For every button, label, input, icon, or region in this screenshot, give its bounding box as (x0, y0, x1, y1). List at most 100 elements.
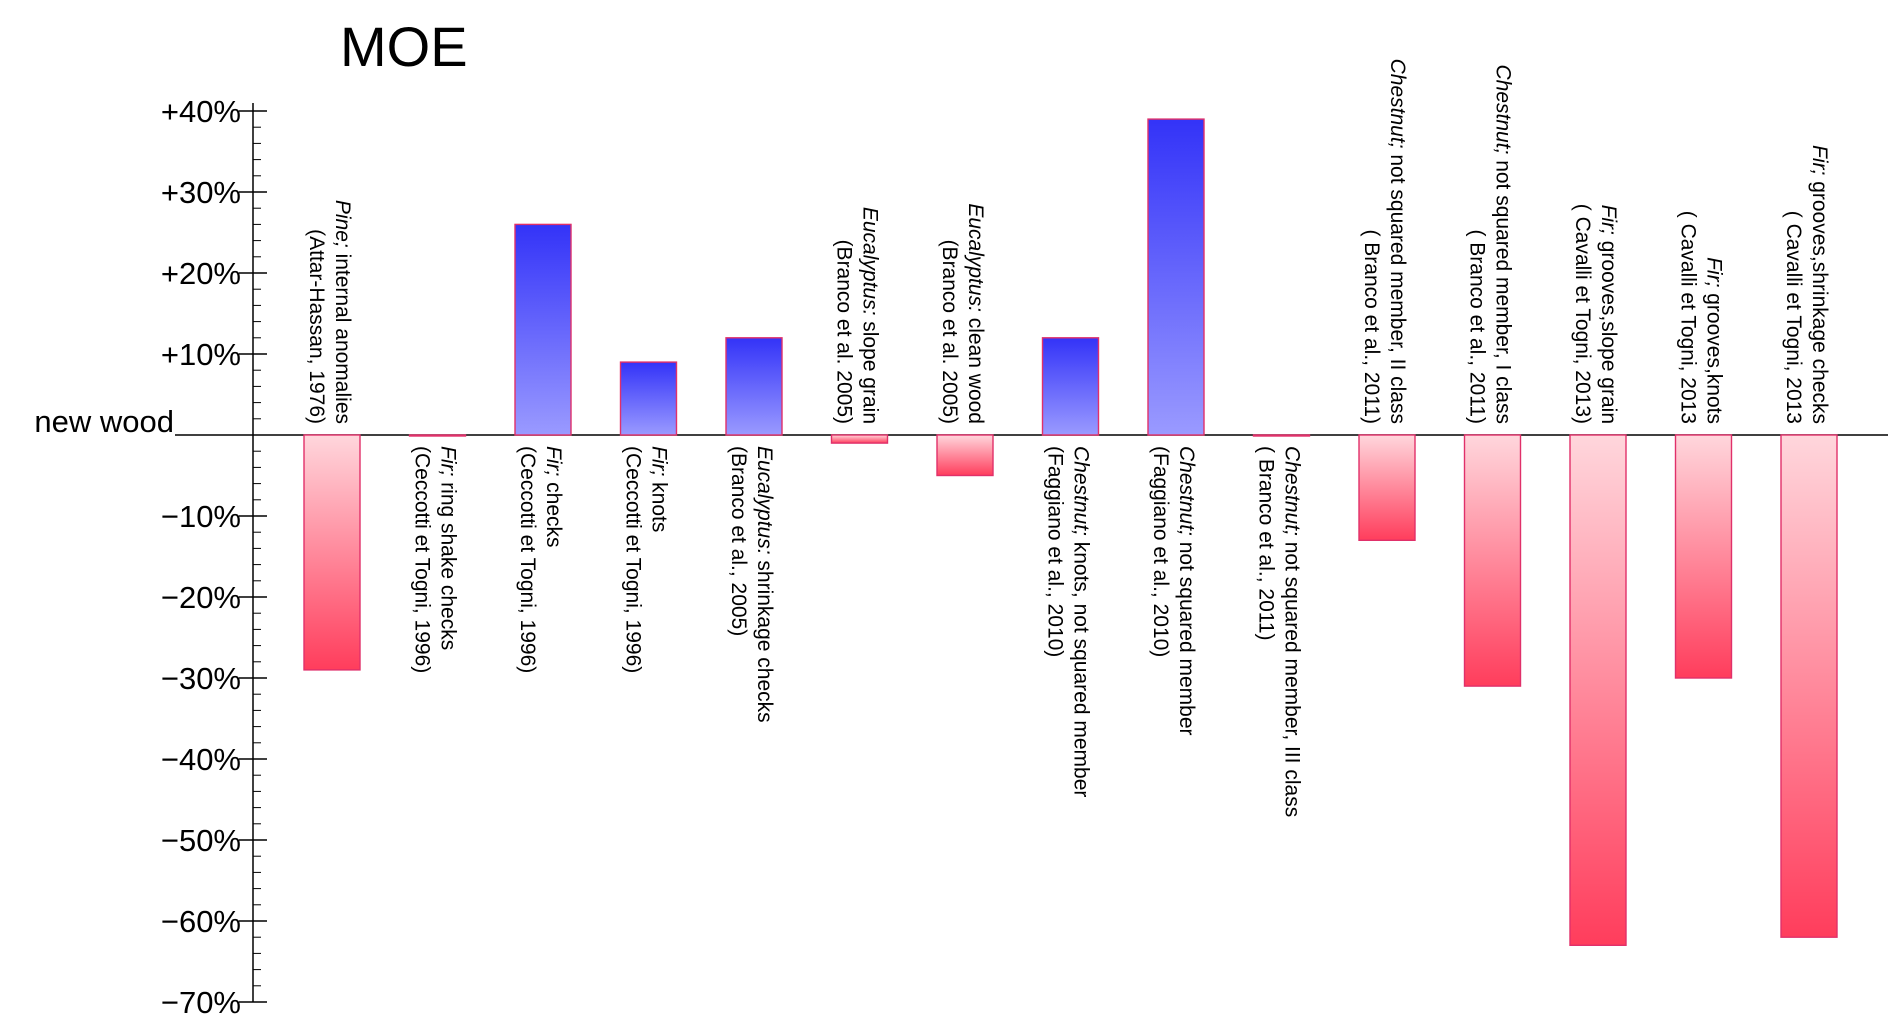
bar (1780, 434, 1838, 938)
bar-label-desc: not squared member, II class (1386, 154, 1409, 424)
baseline-label: new wood (34, 404, 174, 439)
bars (303, 118, 1838, 946)
bar-label: Fir; grooves,shrinkage checks( Cavalli e… (1782, 145, 1831, 424)
bar (303, 434, 361, 671)
bar-label-species: Eucalyptus: (964, 203, 987, 317)
bar-label: Fir; grooves,slope grain( Cavalli et Tog… (1571, 204, 1620, 424)
bar-label-species: Fir; (1597, 205, 1620, 241)
bar (1569, 434, 1627, 946)
bar-label-line1: Chestnut; knots, not squared member (1070, 446, 1093, 797)
bar (514, 223, 572, 436)
y-tick-label: −70% (161, 985, 241, 1020)
bar-label: Pine; internal anomalies(Attar-Hassan, 1… (305, 200, 354, 424)
bar-label-desc: slope grain (859, 321, 882, 424)
bar (1358, 434, 1416, 542)
bar-label-ref: (Ceccotti et Togni, 1996) (622, 446, 645, 673)
bar-label-line1: Eucalyptus: slope grain (859, 207, 882, 424)
y-tick-label: −50% (161, 823, 241, 858)
bar-label-line1: Chestnut; not squared member, III class (1281, 446, 1304, 817)
bar-label-species: Chestnut; (1386, 59, 1409, 155)
y-tick-label: +40% (161, 94, 241, 129)
bar-label: Fir; checks(Ceccotti et Togni, 1996) (516, 446, 565, 673)
bar-label-species: Chestnut; (1281, 446, 1304, 542)
y-tick-label: +20% (161, 256, 241, 291)
bar (1674, 434, 1733, 679)
bar-label: Fir; grooves,knots( Cavalli et Togni, 20… (1677, 211, 1726, 424)
bar-labels: Pine; internal anomalies(Attar-Hassan, 1… (305, 59, 1831, 818)
bar-label-line1: Fir; grooves,slope grain (1597, 205, 1620, 424)
bar-label-species: Chestnut; (1070, 446, 1093, 542)
bar-label: Chestnut; not squared member, III class(… (1255, 446, 1304, 817)
bar (408, 434, 467, 437)
y-tick-label: −10% (161, 499, 241, 534)
bar-label-species: Fir; (648, 446, 671, 482)
bar (725, 337, 783, 436)
bar-label-species: Fir; (1808, 145, 1831, 181)
bar-label-ref: (Attar-Hassan, 1976) (305, 229, 328, 424)
bar-label-desc: grooves,slope grain (1597, 241, 1620, 424)
bar-label-ref: ( Cavalli et Togni, 2013 (1782, 211, 1805, 424)
bar-label-ref: (Ceccotti et Togni, 1996) (411, 446, 434, 673)
bar-label-desc: not squared member (1175, 542, 1198, 736)
bar-label-desc: grooves,shrinkage checks (1808, 181, 1831, 424)
bar-label: Eucalyptus: clean wood(Branco et al. 200… (938, 203, 987, 424)
bar-label-desc: internal anomalies (331, 254, 354, 424)
bar (619, 361, 678, 436)
bar-label-desc: knots, not squared member (1070, 542, 1093, 798)
bar-label: Chestnut; not squared member, II class( … (1360, 59, 1409, 424)
bar-label-ref: ( Branco et al., 2011) (1466, 229, 1489, 424)
bar-label: Chestnut; knots, not squared member(Fagg… (1044, 446, 1093, 797)
bar-label: Eucalyptus: slope grain(Branco et al. 20… (833, 207, 882, 424)
bar-label-ref: ( Branco et al., 2011) (1360, 229, 1383, 424)
bar-label-line1: Chestnut; not squared member, II class (1386, 59, 1409, 424)
bar-label-ref: ( Branco et al., 2011) (1255, 446, 1278, 641)
bar (936, 434, 994, 477)
bar-label-species: Chestnut; (1175, 446, 1198, 542)
y-tick-label: −40% (161, 742, 241, 777)
bar-label-species: Fir; (1703, 257, 1726, 293)
bar-label-line1: Eucalyptus: clean wood (964, 203, 987, 424)
bar-label-desc: clean wood (964, 318, 987, 424)
chart-title: MOE (340, 15, 468, 78)
y-tick-label: +10% (161, 337, 241, 372)
y-axis: +40% +30% +20% +10% −10% −20% −30% −40% −50% −60%… (34, 94, 1888, 1020)
bar-label: Fir; knots(Ceccotti et Togni, 1996) (622, 446, 671, 673)
bar-label: Chestnut; not squared member, I class( B… (1466, 64, 1515, 424)
bar-label-line1: Chestnut; not squared member, I class (1492, 64, 1515, 424)
bar-label-ref: (Branco et al. 2005) (833, 240, 856, 424)
bar-label: Fir; ring shake checks(Ceccotti et Togni… (411, 446, 460, 673)
bar-label-ref: (Branco et al., 2005) (727, 446, 750, 636)
bar-label-ref: (Ceccotti et Togni, 1996) (516, 446, 539, 673)
y-tick-label: +30% (161, 175, 241, 210)
bar-label-species: Eucalyptus: (859, 207, 882, 321)
bar-label-ref: ( Cavalli et Togni, 2013) (1571, 204, 1594, 424)
bar (1252, 434, 1311, 437)
bar-label-desc: not squared member, I class (1492, 160, 1515, 424)
bar-label-ref: (Faggiano et al., 2010) (1149, 446, 1172, 657)
bar-label-desc: shrinkage checks (753, 560, 776, 722)
bar-label-line1: Fir; ring shake checks (437, 446, 460, 650)
bar-label-desc: not squared member, III class (1281, 542, 1304, 817)
bar-label-desc: ring shake checks (437, 482, 460, 650)
bar-label: Eucalyptus: shrinkage checks(Branco et a… (727, 446, 776, 723)
bar (1463, 434, 1522, 687)
bar-label-species: Fir; (437, 446, 460, 482)
bar-label-species: Eucalyptus: (753, 446, 776, 560)
bar-label-ref: ( Cavalli et Togni, 2013 (1677, 211, 1700, 424)
y-tick-label: −30% (161, 661, 241, 696)
bar-label-line1: Chestnut; not squared member (1175, 446, 1198, 736)
bar-label-line1: Fir; knots (648, 446, 671, 532)
bar (1041, 337, 1100, 436)
bar-label-ref: (Branco et al. 2005) (938, 240, 961, 424)
bar-label-ref: (Faggiano et al., 2010) (1044, 446, 1067, 657)
bar (830, 434, 889, 444)
y-tick-label: −20% (161, 580, 241, 615)
bar-label-line1: Fir; grooves,knots (1703, 257, 1726, 424)
bar-label-desc: grooves,knots (1703, 293, 1726, 424)
bar-label-line1: Pine; internal anomalies (331, 200, 354, 424)
bar-label-line1: Eucalyptus: shrinkage checks (753, 446, 776, 723)
bar (1147, 118, 1205, 436)
bar-label-species: Fir; (542, 446, 565, 482)
bar-label-species: Pine; (331, 200, 354, 254)
